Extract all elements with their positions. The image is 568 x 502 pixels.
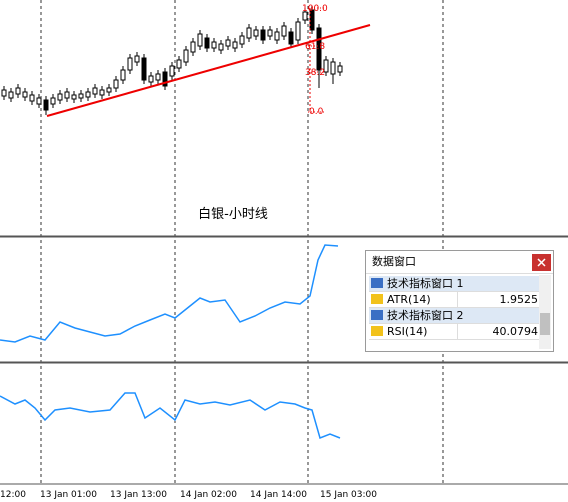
scrollbar[interactable]: [539, 275, 551, 349]
data-window[interactable]: 数据窗口 技术指标窗口 1 ATR(14) 1.9525 技术指标窗口 2 RSI…: [365, 250, 554, 352]
fibo-label: 0.0: [309, 107, 324, 117]
value-row: RSI(14) 40.0794: [369, 324, 539, 340]
value-row: ATR(14) 1.9525: [369, 292, 539, 308]
close-button[interactable]: [532, 254, 551, 271]
row-value: 40.0794: [457, 324, 538, 339]
time-label: 14 Jan 02:00: [180, 490, 237, 500]
group-row: 技术指标窗口 2: [369, 308, 539, 324]
time-label: 14 Jan 14:00: [250, 490, 307, 500]
group-row: 技术指标窗口 1: [369, 276, 539, 292]
row-label: ATR(14): [387, 293, 431, 306]
group-name: 技术指标窗口 2: [387, 309, 464, 322]
atr-line: [0, 244, 339, 343]
time-label: 12:00: [0, 490, 26, 500]
fibo-label: 61.8: [305, 42, 325, 52]
time-label: 13 Jan 01:00: [40, 490, 97, 500]
rsi-line: [0, 392, 341, 440]
row-label: RSI(14): [387, 325, 428, 338]
group-name: 技术指标窗口 1: [387, 277, 464, 290]
candle-bodies-bear: [43, 9, 322, 111]
candle-bodies: [1, 11, 343, 105]
row-value: 1.9525: [457, 292, 538, 307]
chart-title: 白银-小时线: [198, 206, 268, 222]
time-label: 15 Jan 03:00: [320, 490, 377, 500]
trend-line: [46, 24, 371, 117]
fibo-labels: 100.0 61.8 38.2 0.0: [302, 4, 328, 117]
time-label: 13 Jan 13:00: [110, 490, 167, 500]
fibo-label: 100.0: [302, 4, 328, 14]
fibo-label: 38.2: [305, 68, 325, 78]
window-title: 数据窗口: [366, 251, 553, 274]
